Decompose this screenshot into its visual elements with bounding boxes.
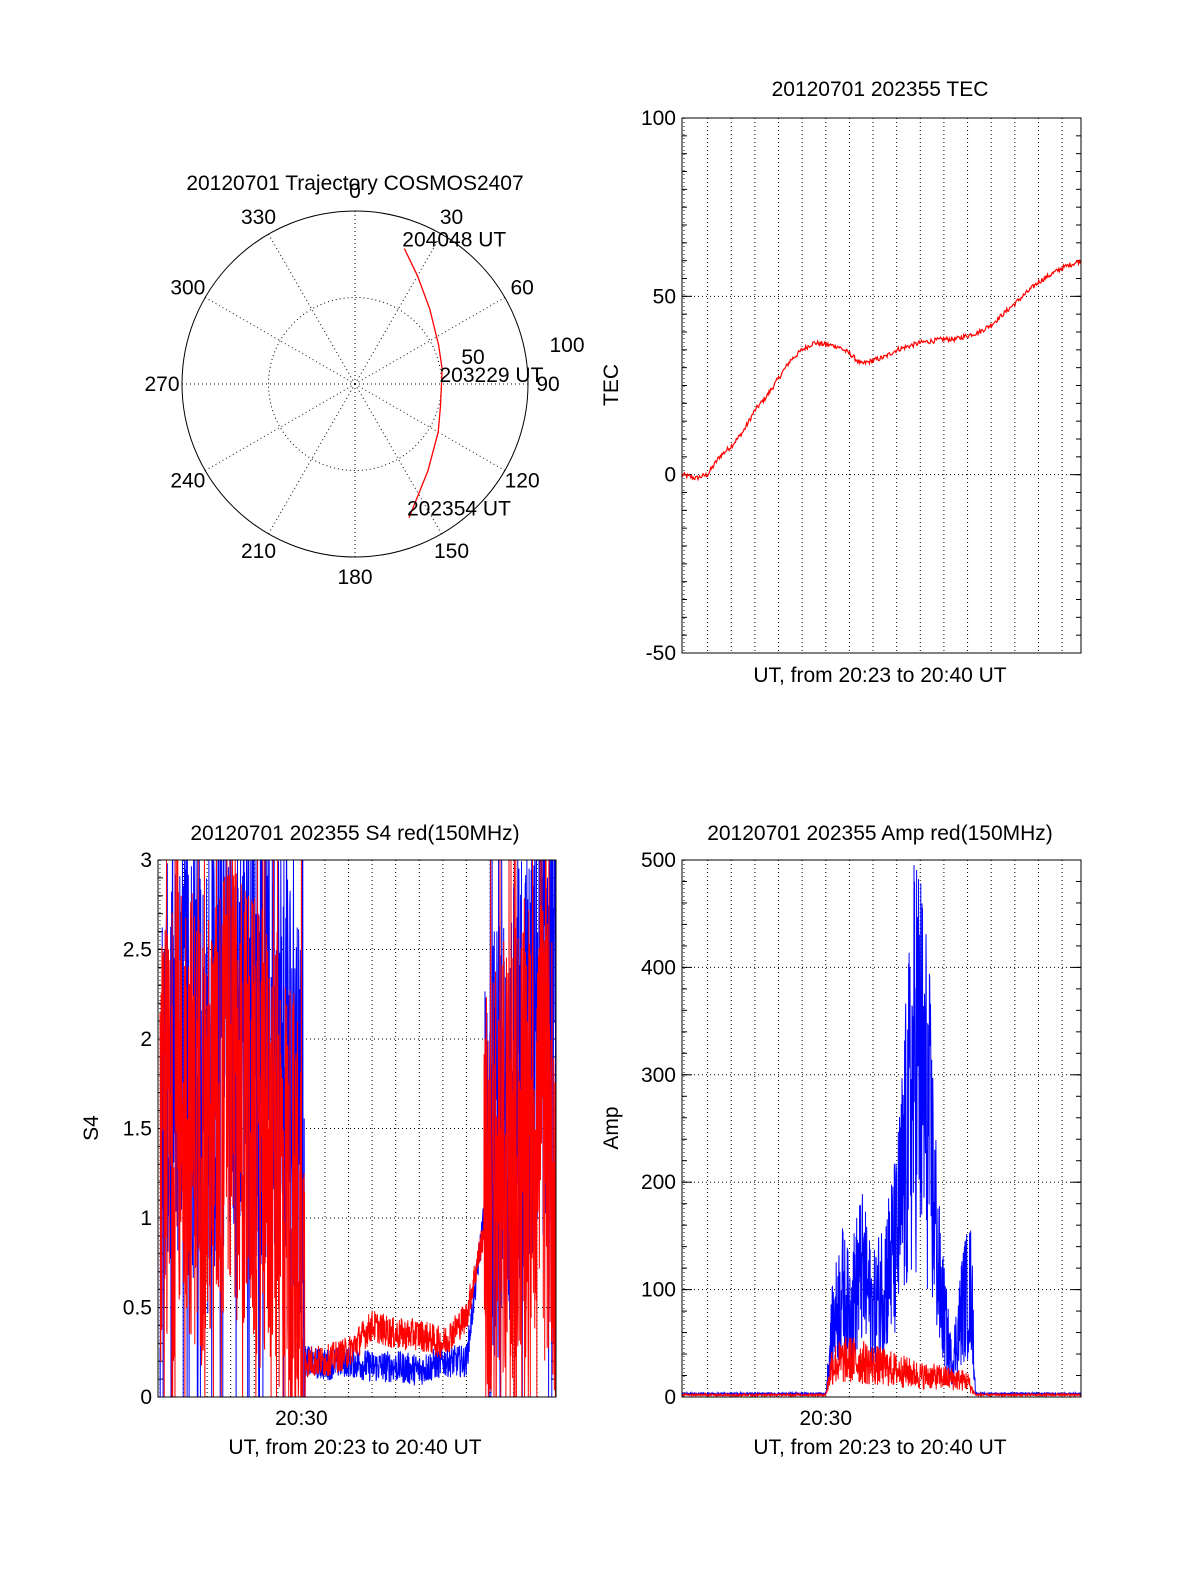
trajectory-time-label: 204048 UT <box>402 229 506 252</box>
polar-spoke <box>354 383 506 471</box>
ytick-label: 100 <box>641 107 676 130</box>
tec-xlabel: UT, from 20:23 to 20:40 UT <box>753 664 1006 687</box>
series-line <box>159 859 557 1398</box>
trajectory-time-label: 203229 UT <box>440 364 544 387</box>
tec-plot-area: 100 50 0 -50 <box>641 107 1082 665</box>
tec-title: 20120701 202355 TEC <box>772 78 989 101</box>
ytick-label: 0 <box>664 464 676 487</box>
tec-panel: 20120701 202355 TEC TEC UT, from 20:23 t… <box>600 78 1082 687</box>
polar-title: 20120701 Trajectory COSMOS2407 <box>186 172 523 195</box>
series-line <box>681 259 1082 482</box>
tec-ylabel: TEC <box>600 364 623 406</box>
ytick-label: 100 <box>641 1279 676 1302</box>
s4-xlabel: UT, from 20:23 to 20:40 UT <box>228 1436 481 1459</box>
s4-panel: 20120701 202355 S4 red(150MHz) S4 UT, fr… <box>80 822 557 1459</box>
polar-angle-label: 180 <box>337 566 372 589</box>
trajectory-line <box>403 248 443 518</box>
plot-frame <box>681 117 1082 654</box>
polar-angle-label: 30 <box>440 206 463 229</box>
s4-title: 20120701 202355 S4 red(150MHz) <box>190 822 519 845</box>
trajectory-series: 204048 UT 203229 UT 202354 UT <box>402 229 543 521</box>
ytick-label: 200 <box>641 1171 676 1194</box>
series-line <box>681 1337 1082 1398</box>
polar-angle-label: 240 <box>170 470 205 493</box>
ytick-label: 0 <box>140 1386 152 1409</box>
ytick-label: -50 <box>646 642 676 665</box>
s4-plot-area: 3 2.5 2 1.5 1 0.5 0 20:30 <box>123 849 557 1430</box>
polar-angle-label: 210 <box>241 540 276 563</box>
polar-spoke <box>268 233 356 385</box>
polar-angle-label: 330 <box>241 206 276 229</box>
polar-angle-label: 90 <box>536 373 559 396</box>
series-line <box>681 865 1082 1397</box>
amp-plot-area: 500 400 300 200 100 0 20:30 <box>641 849 1082 1430</box>
ytick-label: 0.5 <box>123 1297 152 1320</box>
polar-spoke <box>354 383 442 535</box>
polar-panel: 20120701 Trajectory COSMOS2407 0 30 60 90 12… <box>144 172 584 589</box>
amp-panel: 20120701 202355 Amp red(150MHz) Amp UT, … <box>600 822 1082 1459</box>
polar-spoke <box>354 297 506 385</box>
ytick-label: 3 <box>140 849 152 872</box>
xtick-label: 20:30 <box>275 1407 328 1430</box>
polar-angle-label: 0 <box>349 180 361 203</box>
plot-frame <box>681 859 1082 1398</box>
ytick-label: 300 <box>641 1064 676 1087</box>
ytick-label: 2 <box>140 1028 152 1051</box>
polar-radial-tick-100: 100 <box>549 334 584 357</box>
polar-spoke <box>204 383 356 471</box>
ytick-label: 0 <box>664 1386 676 1409</box>
plot-frame <box>157 859 557 1398</box>
ytick-label: 1 <box>140 1207 152 1230</box>
amp-title: 20120701 202355 Amp red(150MHz) <box>707 822 1053 845</box>
ytick-label: 1.5 <box>123 1118 152 1141</box>
trajectory-time-label: 202354 UT <box>407 498 511 521</box>
xtick-label: 20:30 <box>799 1407 852 1430</box>
polar-angle-label: 150 <box>434 540 469 563</box>
polar-radial-tick-50: 50 <box>461 346 484 369</box>
ytick-label: 500 <box>641 849 676 872</box>
polar-spoke <box>354 233 442 385</box>
polar-angle-labels: 0 30 60 90 120 150 180 210 240 270 300 330 <box>144 180 559 589</box>
polar-angle-label: 300 <box>170 277 205 300</box>
polar-spoke <box>268 383 356 535</box>
polar-angle-label: 270 <box>144 373 179 396</box>
amp-xlabel: UT, from 20:23 to 20:40 UT <box>753 1436 1006 1459</box>
polar-angle-label: 60 <box>510 277 533 300</box>
polar-angle-label: 120 <box>505 470 540 493</box>
amp-ylabel: Amp <box>600 1106 623 1149</box>
polar-spoke <box>204 297 356 385</box>
ytick-label: 2.5 <box>123 939 152 962</box>
s4-ylabel: S4 <box>80 1115 103 1141</box>
ytick-label: 400 <box>641 956 676 979</box>
ytick-label: 50 <box>653 285 676 308</box>
